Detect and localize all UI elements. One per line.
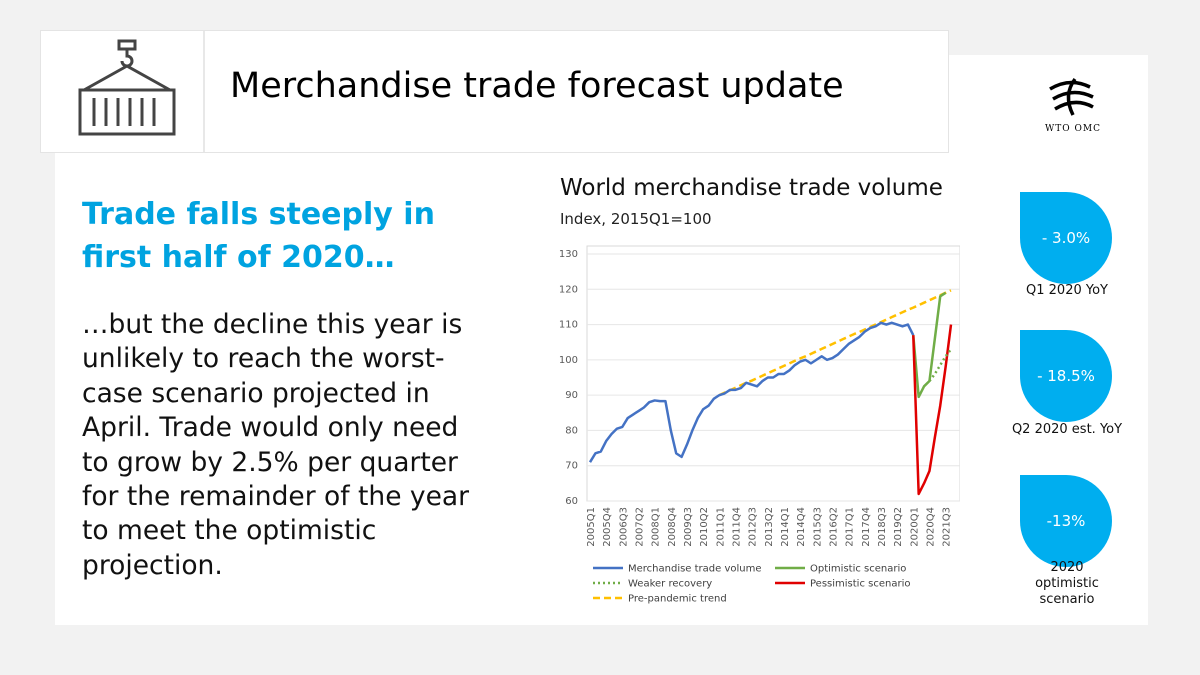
x-tick-label: 2011Q4 <box>731 507 742 547</box>
x-tick-label: 2018Q3 <box>877 507 888 547</box>
x-tick-label: 2017Q1 <box>845 507 856 547</box>
body-line: projection. <box>82 549 223 581</box>
stat-label: 2020 optimistic scenario <box>997 560 1137 608</box>
logo-text: WTO OMC <box>1045 124 1101 134</box>
chart: World merchandise trade volume Index, 20… <box>559 175 960 605</box>
body-line: April. Trade would only need <box>82 412 459 444</box>
x-tick-label: 2020Q4 <box>925 507 936 547</box>
headline-line: first half of 2020… <box>82 240 395 275</box>
header-panel <box>40 30 949 153</box>
y-tick-label: 100 <box>559 355 578 366</box>
x-tick-label: 2014Q1 <box>780 507 791 547</box>
headline: Trade falls steeply in first half of 2020… <box>82 193 435 279</box>
stat-bubble: -13% <box>1020 475 1112 567</box>
x-tick-label: 2017Q4 <box>861 507 872 547</box>
header-divider <box>203 31 205 152</box>
wto-logo <box>1049 77 1094 116</box>
stat-label-line: optimistic <box>1035 576 1099 591</box>
stat-bubble: - 3.0% <box>1020 192 1112 284</box>
x-tick-label: 2021Q3 <box>942 507 953 547</box>
stat-label-line: Q2 2020 est. YoY <box>1011 422 1123 437</box>
y-tick-label: 80 <box>565 425 578 436</box>
header-title: Merchandise trade forecast update <box>230 66 844 106</box>
x-tick-label: 2005Q1 <box>586 507 597 547</box>
x-tick-label: 2015Q3 <box>812 507 823 547</box>
x-tick-label: 2008Q4 <box>667 507 678 547</box>
y-tick-label: 110 <box>559 320 578 331</box>
legend-label: Weaker recovery <box>628 579 712 590</box>
x-tick-label: 2012Q3 <box>748 507 759 547</box>
container-icon <box>78 39 176 136</box>
body-text: …but the decline this year is unlikely to… <box>82 308 469 583</box>
body-line: for the remainder of the year <box>82 481 470 513</box>
x-tick-label: 2014Q4 <box>796 507 807 547</box>
series-line <box>912 291 947 399</box>
x-tick-label: 2013Q2 <box>764 507 775 547</box>
series-line <box>912 324 953 496</box>
x-tick-label: 2019Q2 <box>893 507 904 547</box>
y-tick-label: 130 <box>559 249 578 260</box>
legend-label: Optimistic scenario <box>810 564 906 575</box>
series-line <box>718 289 952 397</box>
y-tick-label: 70 <box>565 461 578 472</box>
legend-label: Pessimistic scenario <box>810 579 910 590</box>
stat-label: Q1 2020 YoY <box>997 283 1137 299</box>
legend-label: Pre-pandemic trend <box>628 594 727 605</box>
body-line: unlikely to reach the worst- <box>82 343 445 375</box>
chart-title: World merchandise trade volume <box>560 175 943 201</box>
plot-frame <box>586 245 960 502</box>
stat-label-line: 2020 <box>1050 560 1084 575</box>
y-tick-label: 60 <box>565 496 578 507</box>
chart-subtitle: Index, 2015Q1=100 <box>560 210 712 228</box>
x-tick-label: 2007Q2 <box>634 507 645 547</box>
stat-label-line: scenario <box>1039 592 1095 607</box>
stat-label: Q2 2020 est. YoY <box>997 422 1137 438</box>
x-tick-label: 2008Q1 <box>651 507 662 547</box>
stat-label-line: Q1 2020 YoY <box>1026 283 1108 298</box>
x-tick-label: 2016Q2 <box>828 507 839 547</box>
x-tick-label: 2006Q3 <box>618 507 629 547</box>
x-tick-label: 2010Q2 <box>699 507 710 547</box>
x-tick-label: 2005Q4 <box>602 507 613 547</box>
x-tick-label: 2009Q3 <box>683 507 694 547</box>
x-tick-label: 2020Q1 <box>909 507 920 547</box>
body-line: …but the decline this year is <box>82 309 463 340</box>
series-line <box>928 348 952 382</box>
x-tick-label: 2011Q1 <box>715 507 726 547</box>
body-line: to meet the optimistic <box>82 515 377 547</box>
headline-line: Trade falls steeply in <box>82 197 435 232</box>
series-line <box>588 321 915 463</box>
y-tick-label: 90 <box>565 390 578 401</box>
body-line: case scenario projected in <box>82 377 430 409</box>
y-tick-label: 120 <box>559 284 578 295</box>
body-line: to grow by 2.5% per quarter <box>82 446 458 478</box>
stat-bubble: - 18.5% <box>1020 330 1112 422</box>
legend-label: Merchandise trade volume <box>628 564 762 575</box>
